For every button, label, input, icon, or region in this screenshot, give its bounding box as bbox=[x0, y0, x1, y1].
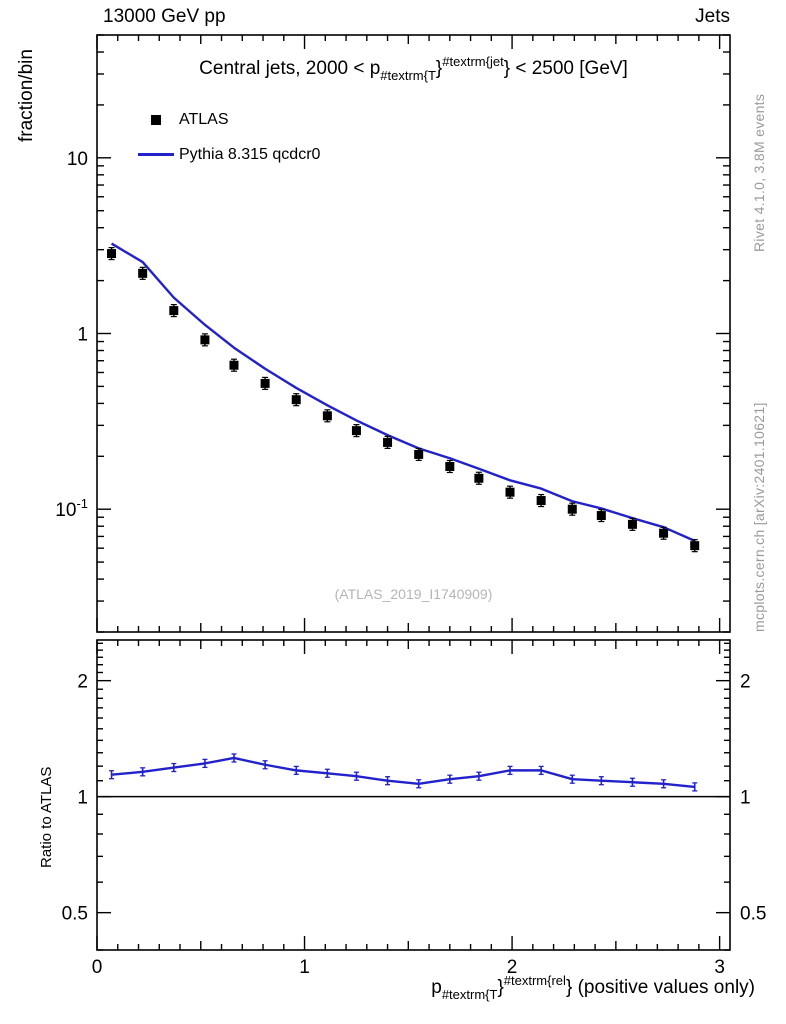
atlas-data-point bbox=[138, 268, 148, 278]
atlas-data-point bbox=[627, 519, 637, 529]
ratio-y-tick-label-right: 2 bbox=[740, 672, 751, 693]
x-tick-label: 2 bbox=[507, 957, 518, 978]
main-panel-frame bbox=[96, 34, 731, 633]
rivet-version-note: Rivet 4.1.0, 3.8M events bbox=[751, 93, 767, 252]
legend-entry-pythia: Pythia 8.315 qcdcr0 bbox=[133, 137, 320, 172]
ratio-y-tick-label-right: 1 bbox=[740, 788, 751, 809]
atlas-data-point bbox=[596, 511, 606, 521]
x-title-brace2: } bbox=[565, 977, 573, 998]
ratio-y-tick-label: 1 bbox=[77, 788, 88, 809]
pythia-line-icon bbox=[133, 153, 179, 156]
atlas-data-point bbox=[169, 306, 179, 316]
main-y-tick-label: 1 bbox=[77, 325, 88, 346]
plot-title: Central jets, 2000 < p#textrm{T}#textrm{… bbox=[97, 54, 730, 83]
legend: ATLAS Pythia 8.315 qcdcr0 bbox=[133, 102, 320, 172]
ratio-y-tick-label: 2 bbox=[77, 672, 88, 693]
main-y-tick-label: 10-1 bbox=[55, 496, 88, 521]
main-y-tick-label: 10 bbox=[67, 149, 88, 170]
atlas-marker-icon bbox=[133, 114, 179, 125]
atlas-data-point bbox=[659, 528, 669, 538]
plot-title-superscript: #textrm{jet bbox=[442, 54, 504, 69]
atlas-data-point bbox=[690, 541, 700, 551]
x-title-suffix: (positive values only) bbox=[572, 977, 755, 998]
x-axis-title: p#textrm{T}#textrm{rel} (positive values… bbox=[97, 973, 755, 1002]
ratio-panel-frame bbox=[96, 639, 731, 951]
legend-entry-atlas: ATLAS bbox=[133, 102, 320, 137]
x-tick-label: 3 bbox=[714, 957, 725, 978]
x-tick-label: 1 bbox=[299, 957, 310, 978]
x-title-superscript: #textrm{rel bbox=[503, 973, 566, 988]
plot-title-suffix: < 2500 [GeV] bbox=[510, 58, 628, 79]
pythia-curve bbox=[110, 242, 696, 542]
atlas-data-point bbox=[445, 461, 455, 471]
legend-label-pythia: Pythia 8.315 qcdcr0 bbox=[179, 145, 321, 163]
ratio-y-axis-title: Ratio to ATLAS bbox=[38, 766, 55, 868]
legend-label-atlas: ATLAS bbox=[179, 110, 229, 128]
atlas-data-point bbox=[351, 426, 361, 436]
analysis-id-watermark: (ATLAS_2019_I1740909) bbox=[334, 586, 493, 602]
atlas-data-point bbox=[414, 449, 424, 459]
x-title-brace1: } bbox=[497, 977, 504, 998]
mcplots-arxiv-note: mcplots.cern.ch [arXiv:2401.10621] bbox=[751, 402, 767, 632]
main-y-axis-title: fraction/bin bbox=[16, 49, 37, 142]
plot-title-subscript: #textrm{T bbox=[380, 68, 436, 83]
plot-title-brace2: } bbox=[503, 58, 511, 79]
atlas-data-point bbox=[322, 411, 332, 421]
atlas-data-point bbox=[536, 496, 546, 506]
plot-title-brace1: } bbox=[435, 58, 443, 79]
x-title-subscript: #textrm{T bbox=[441, 987, 498, 1002]
atlas-data-point bbox=[107, 249, 117, 259]
atlas-data-point bbox=[505, 487, 515, 497]
atlas-data-point bbox=[383, 437, 393, 447]
atlas-data-point bbox=[474, 473, 484, 483]
ratio-curve bbox=[111, 756, 695, 789]
ratio-y-tick-label: 0.5 bbox=[62, 904, 88, 925]
analysis-group-label: Jets bbox=[695, 6, 730, 27]
x-tick-label: 0 bbox=[92, 957, 103, 978]
atlas-data-point bbox=[200, 335, 210, 345]
atlas-data-point bbox=[229, 360, 239, 370]
atlas-data-point bbox=[567, 504, 577, 514]
ratio-y-tick-label-right: 0.5 bbox=[740, 904, 766, 925]
plot-title-prefix: Central jets, 2000 < p bbox=[199, 58, 381, 79]
atlas-data-point bbox=[291, 395, 301, 405]
atlas-data-point bbox=[260, 378, 270, 388]
x-title-prefix: p bbox=[431, 977, 442, 998]
beam-energy-label: 13000 GeV pp bbox=[103, 6, 226, 27]
